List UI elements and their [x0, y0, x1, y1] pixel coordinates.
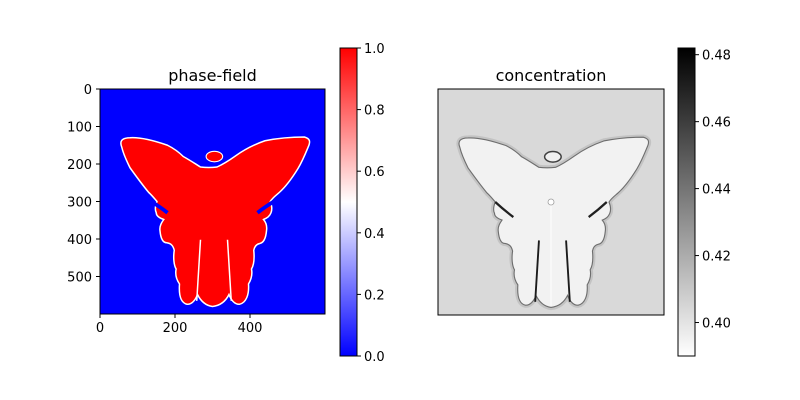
y-tick-label: 200	[67, 158, 92, 173]
concentration-image	[438, 89, 664, 315]
phase-field-colorbar-gradient	[339, 47, 358, 357]
colorbar-tick-label: 0.44	[702, 183, 731, 198]
concentration-title: concentration	[496, 66, 607, 85]
phase-field-image	[100, 89, 325, 314]
phase-field-solid	[120, 136, 311, 308]
concentration-colorbar-gradient	[677, 47, 696, 357]
phase-field-colorbar-ticks: 0.0 0.2 0.4 0.6 0.8 1.0	[357, 42, 385, 365]
colorbar-tick-label: 0.8	[364, 104, 385, 119]
phase-field-axis-ticks: 0 200 400 0 100 200 300 400 500	[67, 83, 262, 336]
concentration-panel: concentration	[437, 66, 665, 316]
colorbar-tick-label: 0.46	[702, 116, 731, 131]
phase-field-colorbar: 0.0 0.2 0.4 0.6 0.8 1.0	[339, 42, 385, 365]
colorbar-tick-label: 0.48	[702, 49, 731, 64]
concentration-colorbar: 0.40 0.42 0.44 0.46 0.48	[677, 47, 731, 357]
colorbar-tick-label: 0.4	[364, 227, 385, 242]
concentration-solid	[459, 137, 649, 307]
y-tick-label: 400	[67, 233, 92, 248]
colorbar-tick-label: 0.6	[364, 165, 385, 180]
concentration-colorbar-ticks: 0.40 0.42 0.44 0.46 0.48	[695, 49, 731, 332]
x-tick-label: 400	[238, 321, 263, 336]
colorbar-tick-label: 0.2	[364, 288, 385, 303]
phase-field-title: phase-field	[168, 66, 257, 85]
colorbar-tick-label: 0.42	[702, 250, 731, 265]
phase-field-panel: phase-field 0 200 400 0 100 200 300 400 500	[67, 66, 326, 336]
y-tick-label: 500	[67, 271, 92, 286]
y-tick-label: 100	[67, 121, 92, 136]
y-tick-label: 300	[67, 196, 92, 211]
colorbar-tick-label: 0.0	[364, 350, 385, 365]
colorbar-tick-label: 0.40	[702, 317, 731, 332]
concentration-frame	[437, 88, 665, 316]
colorbar-tick-label: 1.0	[364, 42, 385, 57]
y-tick-label: 0	[84, 83, 92, 98]
x-tick-label: 0	[96, 321, 104, 336]
x-tick-label: 200	[163, 321, 188, 336]
